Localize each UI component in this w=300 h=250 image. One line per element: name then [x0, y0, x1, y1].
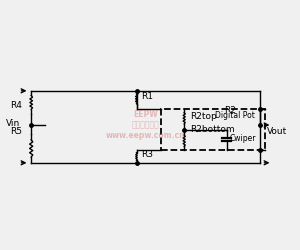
Text: R3: R3: [141, 150, 153, 159]
Bar: [161, 109, 265, 150]
Text: R1: R1: [141, 92, 153, 101]
Text: Cwiper: Cwiper: [229, 134, 256, 143]
Text: R2top: R2top: [190, 112, 217, 120]
Text: EEPW
電子產品世界
www.eepw.com.cn: EEPW 電子產品世界 www.eepw.com.cn: [106, 110, 185, 140]
Text: R2: R2: [224, 106, 236, 115]
Text: Vout: Vout: [267, 127, 287, 136]
Text: Vin: Vin: [6, 119, 20, 128]
Text: Digital Pot: Digital Pot: [215, 110, 255, 120]
Text: R2bottom: R2bottom: [190, 124, 235, 134]
Text: R5: R5: [11, 127, 22, 136]
Text: R4: R4: [11, 101, 22, 110]
